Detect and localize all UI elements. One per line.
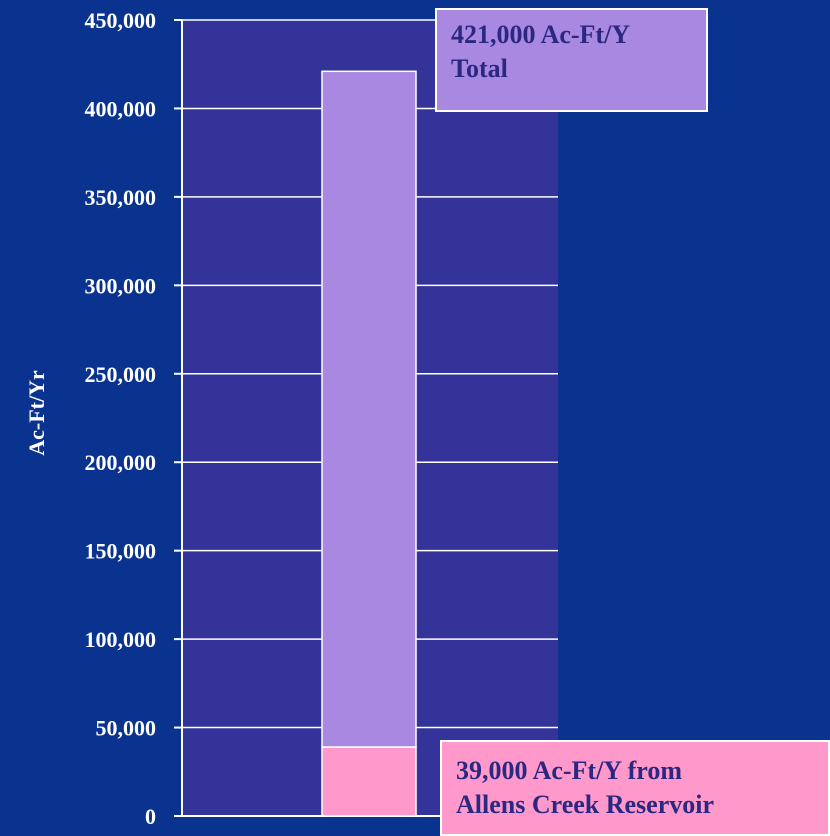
bar-segment-allens-creek xyxy=(321,746,417,817)
total-callout-line1: 421,000 Ac-Ft/Y xyxy=(451,20,631,49)
y-tick-label: 50,000 xyxy=(96,716,157,741)
allens-callout-line1: 39,000 Ac-Ft/Y from xyxy=(456,756,683,785)
total-callout-line2: Total xyxy=(451,54,508,83)
bars xyxy=(321,70,417,817)
y-tick-label: 450,000 xyxy=(85,8,157,33)
y-axis-label: Ac-Ft/Yr xyxy=(24,370,49,456)
y-tick-label: 100,000 xyxy=(85,627,157,652)
bar-segment-remaining xyxy=(321,70,417,748)
y-tick-label: 400,000 xyxy=(85,96,157,121)
y-tick-label: 200,000 xyxy=(85,450,157,475)
y-tick-label: 350,000 xyxy=(85,185,157,210)
y-tick-label: 150,000 xyxy=(85,539,157,564)
y-ticks: 0 50,000 100,000 150,000 200,000 250,000 300,0… xyxy=(85,8,182,829)
y-tick-label: 0 xyxy=(145,804,156,829)
allens-callout-line2: Allens Creek Reservoir xyxy=(456,790,715,819)
y-tick-label: 300,000 xyxy=(85,273,157,298)
allens-creek-callout: 39,000 Ac-Ft/Y from Allens Creek Reservo… xyxy=(440,740,830,836)
total-callout: 421,000 Ac-Ft/Y Total xyxy=(435,8,708,112)
y-tick-label: 250,000 xyxy=(85,362,157,387)
